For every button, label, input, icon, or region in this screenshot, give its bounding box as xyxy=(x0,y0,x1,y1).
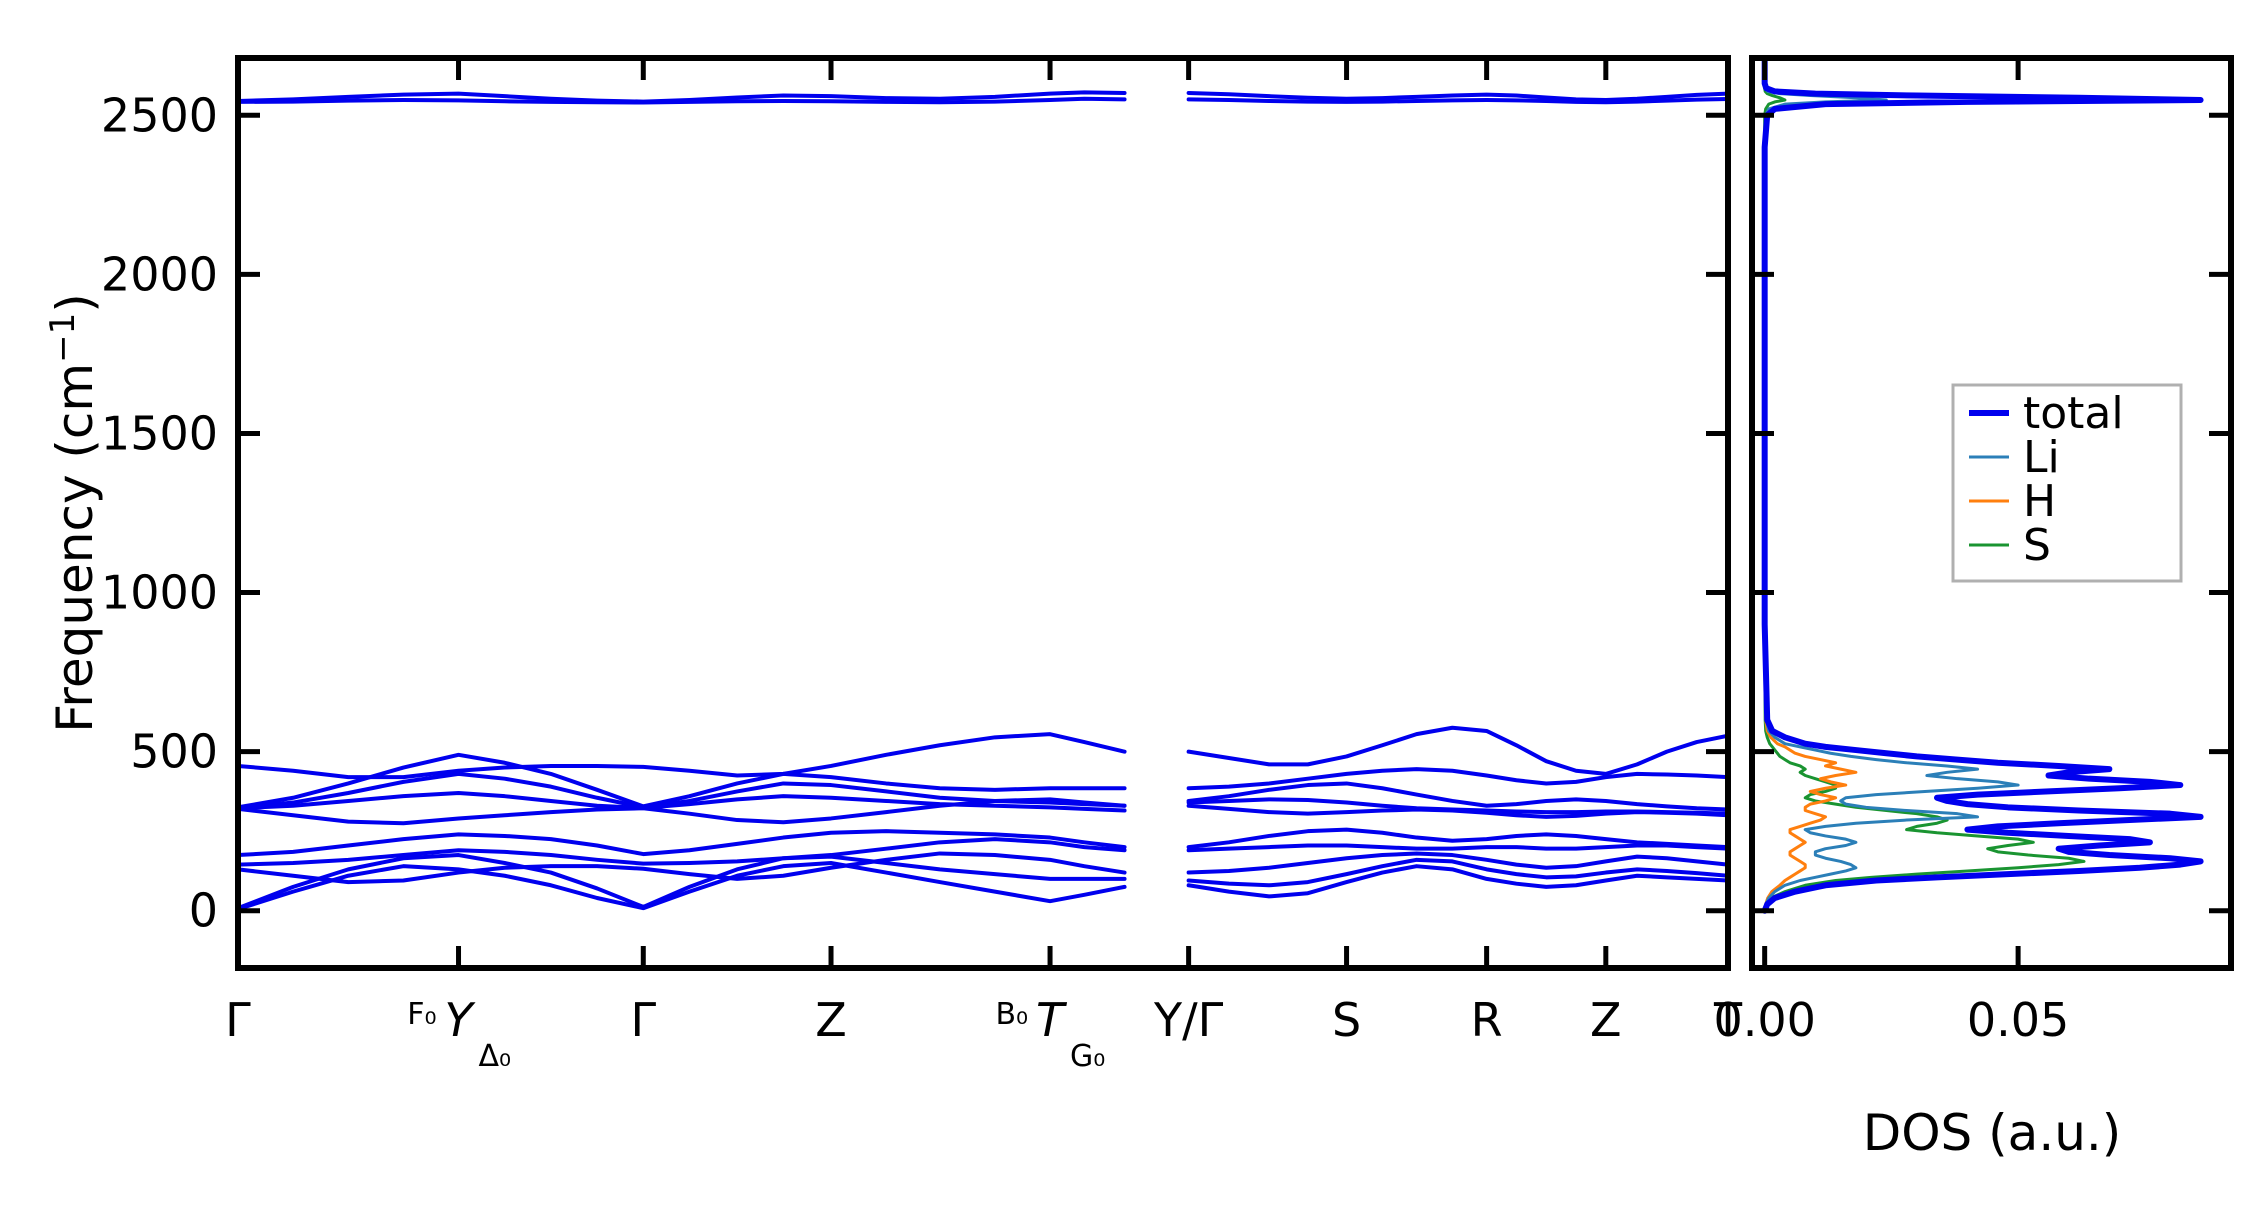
band-curve xyxy=(238,837,1127,867)
legend-label-s: S xyxy=(2023,520,2051,571)
band-curve xyxy=(238,829,1127,858)
y-tick-label: 0 xyxy=(189,884,218,938)
band-curve xyxy=(1186,864,1728,899)
y-axis-title: Frequency (cm−1) xyxy=(43,293,104,733)
band-xtick-main: Y/Γ xyxy=(1153,993,1224,1047)
band-curve xyxy=(1186,767,1728,791)
band-xtick-prefix: F₀ xyxy=(407,997,436,1032)
band-curve xyxy=(238,96,1127,105)
band-curve xyxy=(1186,843,1728,853)
band-xtick-label: R xyxy=(1471,993,1503,1047)
dos-x-tick-label: 0.00 xyxy=(1713,993,1815,1047)
band-xtick-label: F₀ YΔ₀ xyxy=(407,993,511,1074)
band-curve xyxy=(238,853,1127,911)
y-tick-label: 1500 xyxy=(101,406,218,460)
band-curve xyxy=(1186,97,1728,105)
dos-x-tick-label: 0.05 xyxy=(1967,993,2069,1047)
band-xtick-label: Γ xyxy=(630,993,656,1047)
band-curve xyxy=(238,861,1127,912)
band-xtick-main: Γ xyxy=(630,993,656,1047)
band-xtick-main: T xyxy=(1036,993,1068,1047)
band-xtick-subscript: G₀ xyxy=(1070,1039,1105,1074)
dos-axis-title-text: DOS (a.u.) xyxy=(1863,1104,2122,1162)
legend-label-h: H xyxy=(2023,476,2056,527)
band-xtick-label: B₀ TG₀ xyxy=(995,993,1105,1074)
band-xtick-main: Γ xyxy=(225,993,251,1047)
band-panel-frame xyxy=(235,55,1731,971)
dos-curve-total xyxy=(1761,58,2204,914)
dos-axes-group xyxy=(1749,55,2234,971)
legend-label-total: total xyxy=(2023,388,2124,439)
band-curve xyxy=(1186,851,1728,875)
dos-xtick-labels: 0.00 0.05 xyxy=(1713,993,2069,1047)
dos-panel: 0.00 0.05 xyxy=(1713,55,2234,1047)
band-curve xyxy=(1186,827,1728,850)
band-xtick-label: S xyxy=(1332,993,1361,1047)
band-xtick-label: Y/Γ xyxy=(1153,993,1224,1047)
band-curve xyxy=(238,771,1127,810)
band-xtick-main: Z xyxy=(815,993,847,1047)
band-curve xyxy=(1186,797,1728,816)
band-curve xyxy=(238,732,1127,780)
band-curves-group xyxy=(238,90,1728,912)
band-xtick-prefix: B₀ xyxy=(995,997,1028,1032)
band-curve xyxy=(1186,91,1728,102)
band-xtick-label: Γ xyxy=(225,993,251,1047)
y-tick-labels: 0 500 1000 1500 2000 2500 xyxy=(101,88,218,937)
band-curve xyxy=(238,752,1127,810)
y-tick-label: 2000 xyxy=(101,247,218,301)
y-tick-label: 500 xyxy=(130,725,218,779)
band-xtick-label: T xyxy=(1713,993,1743,1047)
dos-panel-frame xyxy=(1749,55,2234,971)
band-curve xyxy=(238,791,1127,813)
y-tick-label: 2500 xyxy=(101,88,218,142)
legend-label-li: Li xyxy=(2023,432,2060,483)
band-curve xyxy=(1186,725,1728,776)
y-axis-title-text: Frequency (cm−1) xyxy=(43,293,104,733)
band-xtick-main: S xyxy=(1332,993,1361,1047)
band-curve xyxy=(1186,781,1728,812)
band-xtick-main: T xyxy=(1713,993,1743,1047)
band-xtick-label: Z xyxy=(1590,993,1622,1047)
band-xtick-main: Z xyxy=(1590,993,1622,1047)
y-tick-label: 1000 xyxy=(101,566,218,620)
band-curve xyxy=(238,851,1127,885)
band-xtick-main: Y xyxy=(444,993,476,1047)
band-xtick-main: R xyxy=(1471,993,1503,1047)
band-axes-group xyxy=(235,55,1731,971)
legend-frame xyxy=(1951,383,2183,583)
band-xtick-subscript: Δ₀ xyxy=(479,1039,512,1074)
band-xtick-label: Z xyxy=(815,993,847,1047)
dos-curves-group xyxy=(1761,58,2204,914)
band-curve xyxy=(1186,857,1728,888)
